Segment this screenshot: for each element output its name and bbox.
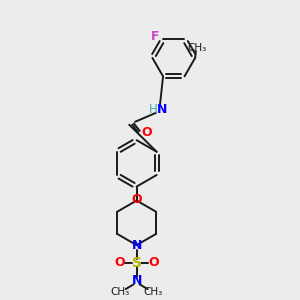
Text: N: N [131,238,142,252]
Text: H: H [148,103,157,116]
Text: O: O [148,256,159,269]
Text: O: O [114,256,125,269]
Text: CH₃: CH₃ [187,44,206,53]
Text: N: N [157,103,167,116]
Text: F: F [151,31,159,44]
Text: CH₃: CH₃ [143,287,163,297]
Text: S: S [132,256,142,270]
Text: CH₃: CH₃ [111,287,130,297]
Text: N: N [131,274,142,287]
Text: O: O [131,193,142,206]
Text: O: O [141,126,152,139]
